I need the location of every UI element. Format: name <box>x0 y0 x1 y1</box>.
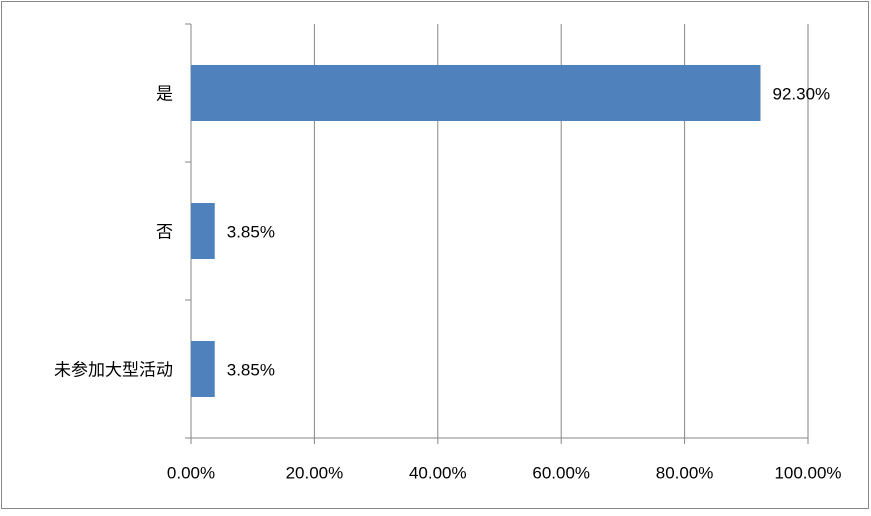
x-tick-label: 0.00% <box>167 463 215 482</box>
bar <box>191 203 215 259</box>
x-tick-label: 80.00% <box>656 463 714 482</box>
y-tick-label: 是 <box>156 84 173 103</box>
bar <box>191 65 761 121</box>
x-tick-label: 20.00% <box>286 463 344 482</box>
y-tick-label: 否 <box>156 222 173 241</box>
value-label: 3.85% <box>227 222 275 241</box>
x-tick-label: 40.00% <box>409 463 467 482</box>
x-tick-label: 60.00% <box>532 463 590 482</box>
bar <box>191 341 215 397</box>
y-tick-label: 未参加大型活动 <box>54 360 173 379</box>
value-label: 3.85% <box>227 360 275 379</box>
x-tick-label: 100.00% <box>774 463 841 482</box>
value-label: 92.30% <box>772 84 830 103</box>
